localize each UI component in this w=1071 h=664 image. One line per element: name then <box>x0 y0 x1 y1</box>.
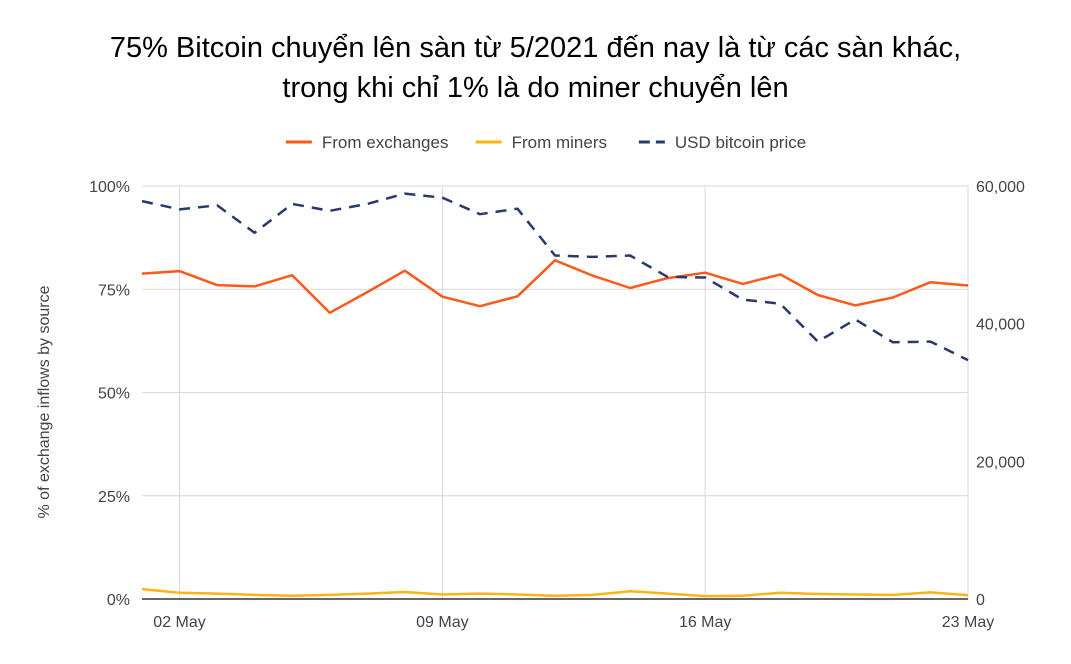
y-tick-label-3: 75% <box>98 282 130 299</box>
chart-title-line-2: trong khi chỉ 1% là do miner chuyển lên <box>282 72 789 104</box>
x-tick-label-2: 16 May <box>679 614 731 631</box>
x-tick-label-0: 02 May <box>153 614 205 631</box>
legend-label-2: USD bitcoin price <box>675 133 806 152</box>
x-tick-label-3: 23 May <box>942 614 994 631</box>
x-tick-label-1: 09 May <box>416 614 468 631</box>
legend-label-0: From exchanges <box>322 133 449 152</box>
axes: 0% 25% 50% 75% 100% 0 20,000 40,000 60,000 02 May… <box>89 179 1025 631</box>
legend: From exchanges From miners USD bitcoin pri… <box>285 133 806 152</box>
series-line-0 <box>141 259 969 315</box>
y-tick-label-0: 0% <box>107 592 130 609</box>
y-axis-label: % of exchange inflows by source <box>36 285 53 518</box>
y-tick-label-4: 100% <box>89 179 130 196</box>
series-layer <box>141 192 969 598</box>
chart-title: 75% Bitcoin chuyển lên sàn từ 5/2021 đến… <box>0 28 1071 108</box>
y2-tick-label-1: 20,000 <box>976 454 1025 471</box>
grid <box>142 185 969 599</box>
y2-tick-label-0: 0 <box>976 592 985 609</box>
y2-tick-label-3: 60,000 <box>976 179 1025 196</box>
series-line-1 <box>141 587 969 598</box>
legend-label-1: From miners <box>512 133 607 152</box>
chart-title-line-1: 75% Bitcoin chuyển lên sàn từ 5/2021 đến… <box>109 32 962 64</box>
y-tick-label-1: 25% <box>98 489 130 506</box>
y-tick-label-2: 50% <box>98 386 130 403</box>
y2-tick-label-2: 40,000 <box>976 317 1025 334</box>
series-line-2 <box>141 192 969 362</box>
